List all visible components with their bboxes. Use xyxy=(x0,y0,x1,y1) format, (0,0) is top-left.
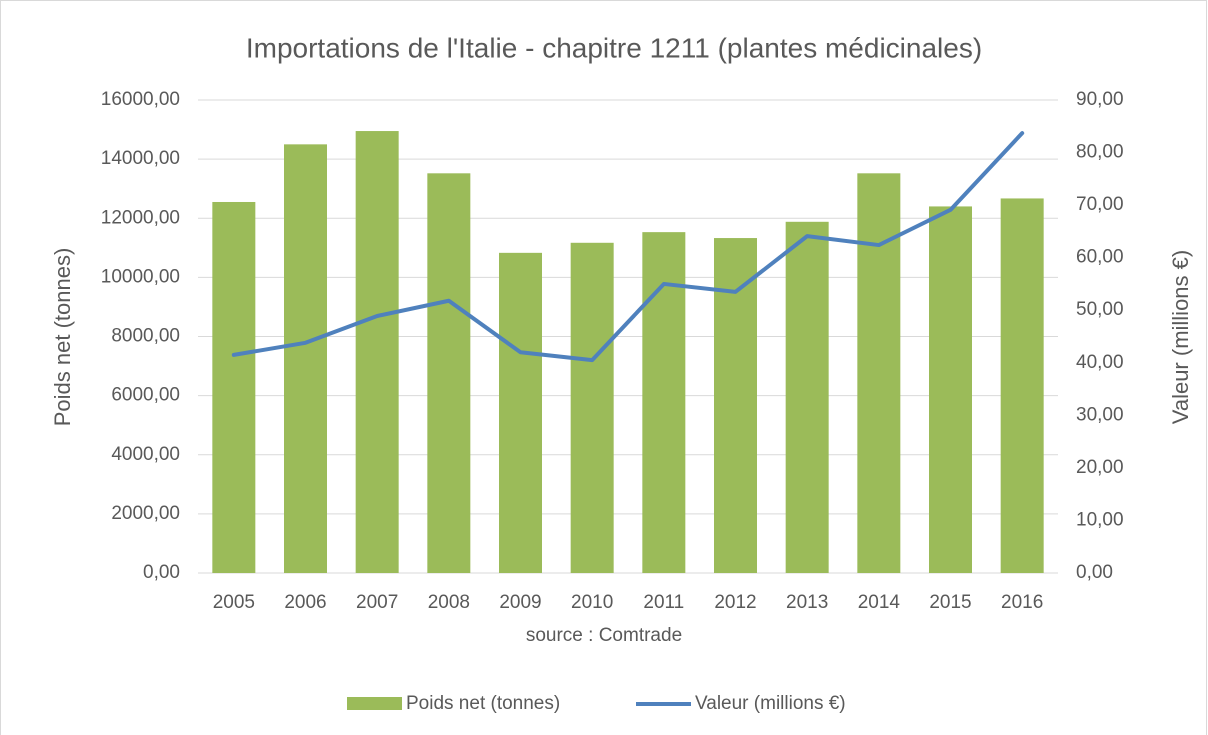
y-tick-label: 14000,00 xyxy=(101,148,180,169)
legend-label: Valeur (millions €) xyxy=(695,693,846,714)
x-tick-label: 2016 xyxy=(1001,592,1043,613)
y-tick-label: 10000,00 xyxy=(101,266,180,287)
y2-tick-label: 10,00 xyxy=(1076,509,1124,530)
x-tick-label: 2007 xyxy=(356,592,398,613)
bar xyxy=(642,232,686,573)
bar xyxy=(499,252,542,573)
x-tick-label: 2005 xyxy=(213,592,255,613)
x-tick-label: 2013 xyxy=(786,592,828,613)
bar xyxy=(714,238,757,573)
y2-tick-label: 90,00 xyxy=(1076,89,1124,110)
x-axis-label: source : Comtrade xyxy=(526,625,682,646)
legend-label: Poids net (tonnes) xyxy=(406,693,560,714)
x-tick-label: 2014 xyxy=(858,592,901,613)
y2-tick-label: 30,00 xyxy=(1076,404,1124,425)
y2-tick-label: 40,00 xyxy=(1076,352,1124,373)
y2-tick-label: 0,00 xyxy=(1076,562,1113,583)
y2-axis-label: Valeur (millions €) xyxy=(1168,250,1193,424)
line xyxy=(231,131,1025,363)
y-tick-label: 6000,00 xyxy=(111,385,180,406)
bar xyxy=(857,173,901,573)
y-tick-label: 16000,00 xyxy=(101,89,180,110)
bar xyxy=(427,173,471,573)
legend-swatch xyxy=(347,697,402,710)
y-tick-label: 4000,00 xyxy=(111,444,180,465)
y-axis-label: Poids net (tonnes) xyxy=(50,248,75,427)
x-tick-label: 2011 xyxy=(643,592,684,613)
y-tick-label: 8000,00 xyxy=(111,326,180,347)
y2-tick-label: 70,00 xyxy=(1076,194,1124,215)
bar xyxy=(284,144,327,573)
y2-tick-label: 20,00 xyxy=(1076,457,1124,478)
y2-tick-label: 80,00 xyxy=(1076,142,1124,163)
bar xyxy=(212,201,256,573)
bar xyxy=(355,131,399,573)
bar xyxy=(570,242,614,574)
y-tick-label: 0,00 xyxy=(143,562,180,583)
bar xyxy=(785,221,829,574)
y2-tick-label: 60,00 xyxy=(1076,247,1124,268)
chart-title: Importations de l'Italie - chapitre 1211… xyxy=(246,32,982,63)
x-tick-label: 2008 xyxy=(428,592,470,613)
y-tick-label: 2000,00 xyxy=(111,503,180,524)
x-tick-label: 2009 xyxy=(499,592,541,613)
y2-tick-label: 50,00 xyxy=(1076,299,1124,320)
x-tick-label: 2006 xyxy=(284,592,326,613)
bar xyxy=(929,206,972,574)
y-tick-label: 12000,00 xyxy=(101,207,180,228)
bar xyxy=(1000,198,1044,574)
x-tick-label: 2015 xyxy=(929,592,971,613)
x-tick-label: 2012 xyxy=(714,592,756,613)
x-tick-label: 2010 xyxy=(571,592,613,613)
